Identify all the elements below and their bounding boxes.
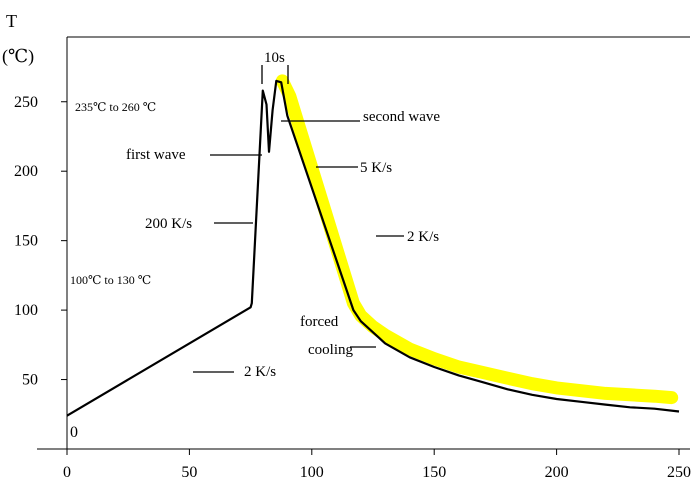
y-tick-label: 250	[14, 94, 38, 111]
cooling-label: cooling	[308, 342, 353, 358]
y-axis-title: T	[6, 11, 17, 31]
rate-2-lower-label: 2 K/s	[244, 364, 276, 380]
first-series-line	[66, 79, 680, 417]
x-tick-label: 250	[667, 464, 691, 481]
x-tick-label: 200	[545, 464, 569, 481]
x-ticks: 0 50 100 150 200 250	[63, 449, 691, 481]
y-zero-label: 0	[70, 424, 78, 441]
y-tick-label: 100	[14, 302, 38, 319]
second-series-line	[275, 74, 679, 405]
x-tick-label: 150	[422, 464, 446, 481]
y-tick-label: 50	[22, 372, 38, 389]
y-ticks: 50 100 150 200 250	[14, 94, 67, 389]
y-axis-unit: (℃)	[2, 46, 34, 67]
x-tick-label: 0	[63, 464, 71, 481]
first-wave-label: first wave	[126, 147, 186, 163]
dwell-label: 10s	[264, 50, 285, 66]
forced-label: forced	[300, 314, 339, 330]
rate-2-upper-label: 2 K/s	[407, 229, 439, 245]
y-tick-label: 150	[14, 233, 38, 250]
rate-5-label: 5 K/s	[360, 160, 392, 176]
peak-range-label: 235℃ to 260 ℃	[75, 100, 156, 114]
preheat-range-label: 100℃ to 130 ℃	[70, 273, 151, 287]
second-wave-label: second wave	[363, 109, 440, 125]
x-tick-label: 100	[300, 464, 324, 481]
y-tick-label: 200	[14, 163, 38, 180]
x-tick-label: 50	[181, 464, 197, 481]
rate-200-label: 200 K/s	[145, 216, 192, 232]
